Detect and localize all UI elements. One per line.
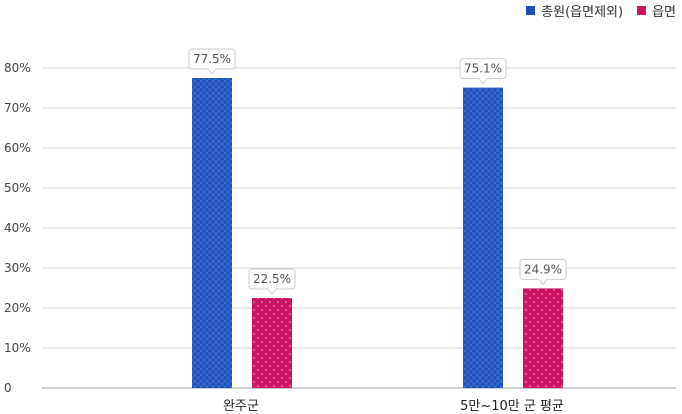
legend-swatch-total	[526, 6, 536, 15]
x-category-label: 완주군	[223, 399, 259, 414]
legend-label-total: 총원(읍면제외)	[541, 5, 624, 20]
bar	[523, 288, 563, 388]
legend-swatch-eupmyeon	[637, 6, 647, 15]
bar	[252, 298, 292, 388]
x-category-label: 5만~10만 군 평균	[460, 399, 564, 414]
data-label: 22.5%	[253, 272, 291, 286]
y-tick-label: 50%	[4, 181, 31, 195]
y-tick-label: 10%	[4, 341, 31, 355]
data-label-pointer	[538, 279, 548, 286]
y-tick-label: 20%	[4, 301, 31, 315]
chart-legend: 총원(읍면제외) 읍면	[512, 1, 676, 20]
data-label-pointer	[267, 288, 277, 295]
data-label-pointer	[478, 78, 488, 85]
legend-item-total: 총원(읍면제외)	[526, 1, 623, 20]
y-tick-label: 60%	[4, 141, 31, 155]
data-label-pointer	[207, 68, 217, 75]
data-label: 24.9%	[524, 262, 562, 276]
y-tick-label: 30%	[4, 261, 31, 275]
legend-label-eupmyeon: 읍면	[652, 5, 676, 20]
y-tick-label: 70%	[4, 101, 31, 115]
y-tick-label: 40%	[4, 221, 31, 235]
y-tick-label: 80%	[4, 61, 31, 75]
data-label: 77.5%	[193, 52, 231, 66]
y-tick-label: 0	[4, 381, 12, 395]
data-label: 75.1%	[464, 62, 502, 76]
bar	[463, 87, 503, 388]
legend-item-eupmyeon: 읍면	[637, 1, 676, 20]
bar	[192, 78, 232, 388]
